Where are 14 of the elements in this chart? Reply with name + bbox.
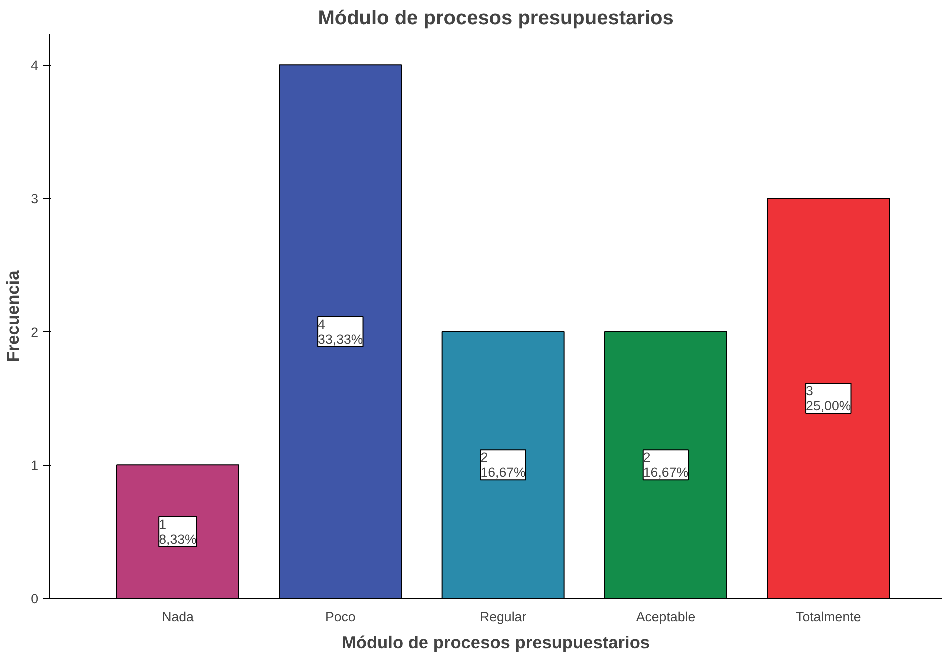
- y-axis-title: Frecuencia: [3, 270, 24, 362]
- x-axis-title: Módulo de procesos presupuestarios: [342, 632, 650, 652]
- y-tick-label: 0: [31, 592, 39, 606]
- x-tick-label: Aceptable: [636, 610, 696, 624]
- x-tick-label: Nada: [162, 610, 195, 624]
- x-tick-label: Poco: [325, 610, 356, 624]
- y-tick-label: 4: [31, 58, 40, 74]
- x-tick-label: Totalmente: [796, 610, 862, 624]
- data-label: 1 8,33%: [159, 516, 198, 547]
- x-tick-label: Regular: [480, 610, 528, 624]
- chart-title: Módulo de procesos presupuestarios: [318, 8, 674, 30]
- y-tick-label: 2: [31, 324, 39, 340]
- y-tick-label: 3: [31, 192, 39, 206]
- y-tick-label: 1: [31, 458, 39, 474]
